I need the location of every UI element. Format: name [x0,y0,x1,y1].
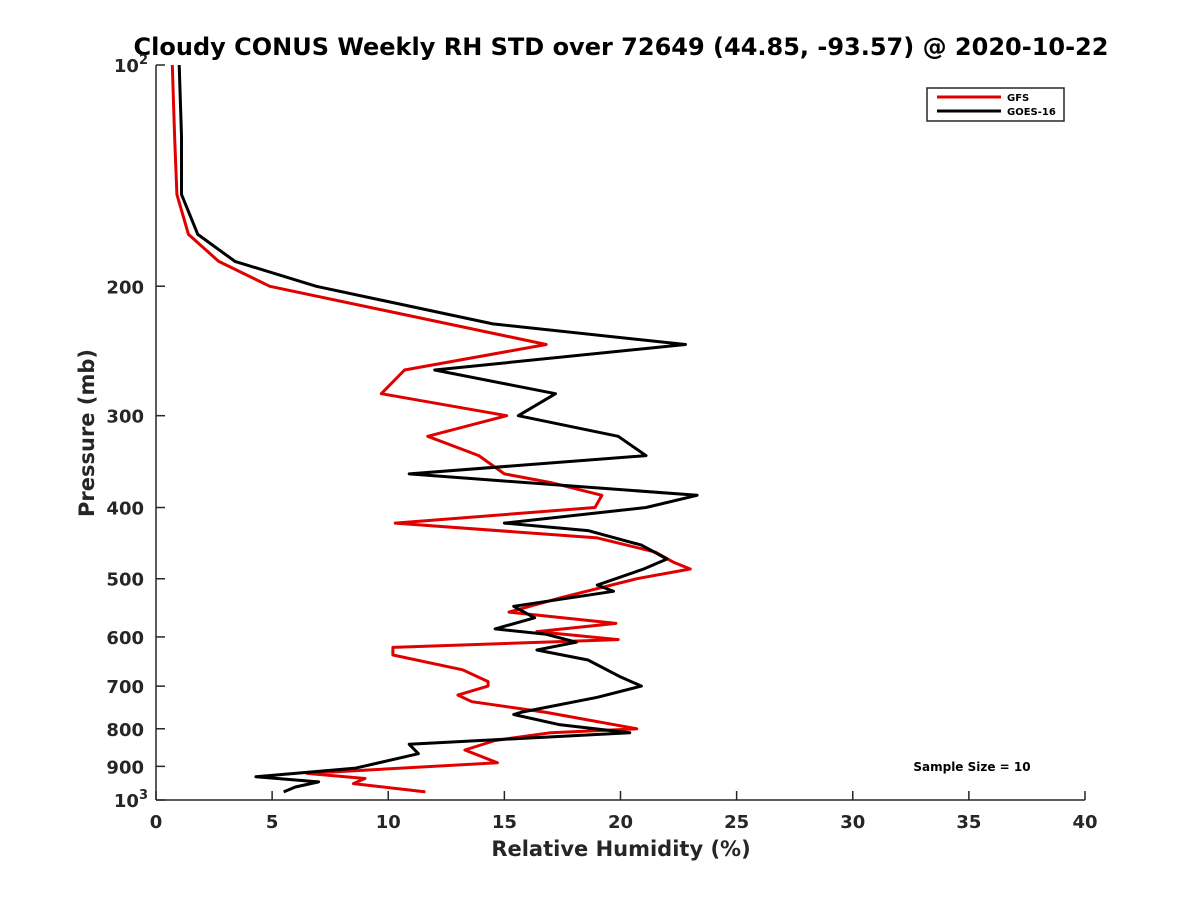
x-tick-label: 25 [724,812,749,833]
y-tick-label: 102 [114,53,148,77]
y-tick-label: 400 [106,499,144,520]
y-axis-label: Pressure (mb) [75,349,99,517]
sample-size-annotation: Sample Size = 10 [913,760,1030,774]
x-tick-label: 10 [376,812,401,833]
x-axis-label: Relative Humidity (%) [491,837,750,861]
legend: GFS GOES-16 [926,87,1065,122]
y-tick-label: 700 [106,677,144,698]
x-tick-label: 5 [266,812,279,833]
y-tick-label: 900 [106,757,144,778]
axes: 0 5 10 15 20 25 30 35 40102200300400500600700800… [106,53,1097,833]
legend-label-gfs: GFS [1007,93,1029,104]
x-tick-label: 30 [840,812,865,833]
x-tick-label: 0 [150,812,163,833]
y-tick-label-exponent: 2 [139,53,148,68]
x-tick-label: 40 [1072,812,1097,833]
y-tick-label: 500 [106,570,144,591]
legend-label-goes-16: GOES-16 [1007,107,1056,118]
legend-box [926,87,1065,122]
y-tick-label: 103 [114,788,148,812]
y-tick-label: 600 [106,628,144,649]
y-tick-label-base: 10 [114,56,139,77]
chart-title: Cloudy CONUS Weekly RH STD over 72649 (4… [134,33,1109,61]
y-tick-label-exponent: 3 [139,788,148,803]
series-line-goes-16 [177,64,699,794]
x-tick-label: 20 [608,812,633,833]
y-tick-label: 800 [106,720,144,741]
x-tick-label: 15 [492,812,517,833]
plot-area [170,64,699,794]
y-tick-label: 200 [106,277,144,298]
y-tick-label: 300 [106,407,144,428]
x-tick-label: 35 [956,812,981,833]
y-tick-label-base: 10 [114,791,139,812]
series-line-gfs [170,64,692,794]
